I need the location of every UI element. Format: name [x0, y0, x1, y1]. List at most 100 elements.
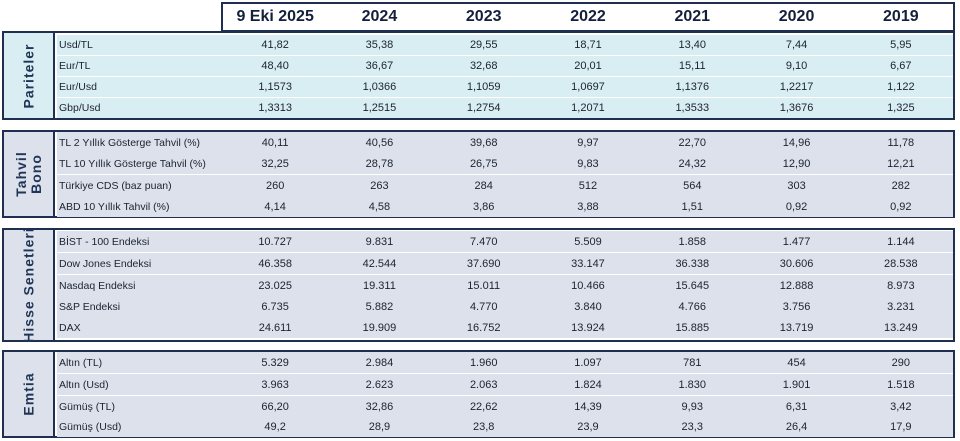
- value-cell: 10.466: [571, 279, 605, 292]
- value-cell: 6.735: [261, 300, 289, 313]
- section-label: Pariteler: [20, 42, 36, 109]
- header-cell: 2019: [883, 8, 919, 25]
- value-cell: 40,56: [365, 136, 394, 149]
- value-cell: 13.719: [779, 321, 814, 334]
- table-row: Usd/TL 41,82 35,38 29,55 18,71 13,40 7,44 5,95: [57, 35, 953, 55]
- value-cell: 1,325: [887, 102, 915, 114]
- value-cell: 29,55: [469, 39, 498, 51]
- value-cell: 7.470: [469, 235, 498, 248]
- header-cell: 9 Eki 2025: [236, 8, 314, 25]
- section-0: Pariteler Usd/TL 41,82 35,38 29,55 18,71 13,40…: [2, 31, 955, 120]
- row-label: TL 10 Yıllık Gösterge Tahvil (%): [59, 157, 206, 170]
- value-cell: 30.606: [779, 257, 814, 270]
- table-row: Gümüş (Usd) 49,2 28,9 23,8 23,9 23,3 26,4 17,9: [57, 416, 953, 437]
- value-cell: 23,9: [577, 420, 599, 433]
- value-cell: 26,4: [785, 420, 808, 433]
- value-cell: 8.973: [887, 279, 915, 292]
- value-cell: 1.144: [887, 235, 915, 248]
- section-label-line: Bono: [27, 154, 44, 194]
- value-cell: 22,62: [469, 400, 498, 413]
- value-cell: 1,2071: [571, 102, 605, 114]
- table-row: BİST - 100 Endeksi 10.727 9.831 7.470 5.509 1…: [57, 231, 953, 252]
- value-cell: 3.840: [574, 300, 602, 313]
- value-cell: 3,42: [890, 400, 912, 413]
- table-row: S&P Endeksi 6.735 5.882 4.770 3.840 4.766 3.75…: [57, 296, 953, 317]
- value-cell: 1.477: [782, 235, 811, 248]
- value-cell: 5.509: [574, 235, 602, 248]
- value-cell: 1.097: [574, 356, 602, 369]
- year-header: 9 Eki 2025 2024 2023 2022 2021 2020 2019: [221, 2, 955, 32]
- section-label-box: Pariteler: [2, 31, 55, 120]
- value-cell: 1,2754: [466, 102, 501, 114]
- table-row: DAX 24.611 19.909 16.752 13.924 15.885 13.719 1…: [57, 317, 953, 338]
- row-label: Gümüş (Usd): [59, 420, 122, 433]
- row-label: TL 2 Yıllık Gösterge Tahvil (%): [59, 136, 201, 149]
- value-cell: 2.063: [469, 378, 498, 391]
- value-cell: 9,83: [577, 157, 599, 170]
- value-cell: 28.538: [884, 257, 918, 270]
- value-cell: 14,96: [782, 136, 811, 149]
- table-row: Nasdaq Endeksi 23.025 19.311 15.011 10.466 15…: [57, 275, 953, 296]
- value-cell: 3.756: [782, 300, 811, 313]
- value-cell: 19.311: [363, 279, 396, 292]
- table-row: Türkiye CDS (baz puan) 260 263 284 512 564 303…: [57, 175, 953, 196]
- section-label-box: Tahvil Bono: [2, 130, 55, 218]
- value-cell: 42.544: [362, 257, 397, 270]
- header-cell: 2020: [778, 8, 815, 25]
- value-cell: 19.909: [362, 321, 397, 334]
- section-label-line: Pariteler: [20, 42, 36, 109]
- table-row: Dow Jones Endeksi 46.358 42.544 37.690 33.14…: [57, 253, 953, 274]
- value-cell: 1,122: [887, 81, 915, 93]
- value-cell: 5,95: [890, 39, 912, 51]
- value-cell: 3.963: [261, 378, 289, 391]
- value-cell: 12.888: [779, 279, 814, 292]
- value-cell: 5.329: [261, 356, 289, 369]
- value-cell: 263: [370, 179, 389, 192]
- value-cell: 512: [578, 179, 598, 192]
- section-label-box: Hisse Senetleri: [2, 227, 55, 343]
- table-row: ABD 10 Yıllık Tahvil (%) 4,14 4,58 3,86 3,88…: [57, 196, 953, 217]
- table-row: Altın (TL) 5.329 2.984 1.960 1.097 781 454 290: [57, 352, 953, 373]
- value-cell: 1,2217: [779, 81, 814, 93]
- value-cell: 2.623: [365, 378, 394, 391]
- value-cell: 6,67: [890, 60, 912, 72]
- value-cell: 3,88: [577, 200, 599, 213]
- row-label: Altın (TL): [59, 356, 103, 369]
- value-cell: 49,2: [264, 420, 286, 433]
- value-cell: 40,11: [261, 136, 289, 149]
- row-label: Gbp/Usd: [59, 102, 101, 114]
- value-cell: 17,9: [890, 420, 912, 433]
- value-cell: 7,44: [785, 39, 808, 51]
- section-1: Tahvil Bono TL 2 Yıllık Gösterge Tahvil (%…: [2, 130, 955, 218]
- row-label: BİST - 100 Endeksi: [59, 235, 150, 248]
- value-cell: 4,14: [264, 200, 286, 213]
- value-cell: 28,9: [368, 420, 391, 433]
- value-cell: 290: [891, 356, 910, 369]
- row-label: Usd/TL: [59, 39, 93, 51]
- value-cell: 0,92: [785, 200, 808, 213]
- value-cell: 1,51: [681, 200, 703, 213]
- value-cell: 1,3676: [779, 102, 814, 114]
- value-cell: 1,1059: [466, 81, 501, 93]
- value-cell: 1,0366: [362, 81, 397, 93]
- value-cell: 1,0697: [571, 81, 605, 93]
- value-cell: 3,86: [472, 200, 495, 213]
- value-cell: 37.690: [466, 257, 501, 270]
- value-cell: 24.611: [258, 321, 292, 334]
- value-cell: 781: [683, 356, 702, 369]
- value-cell: 9.831: [365, 235, 394, 248]
- section-label: Hisse Senetleri: [20, 227, 36, 342]
- value-cell: 48,40: [261, 60, 289, 72]
- value-cell: 1.960: [469, 356, 498, 369]
- value-cell: 11,78: [887, 136, 915, 149]
- value-cell: 32,86: [365, 400, 394, 413]
- row-label: Gümüş (TL): [59, 400, 116, 413]
- value-cell: 23,8: [472, 420, 495, 433]
- value-cell: 4.770: [469, 300, 498, 313]
- row-label: Altın (Usd): [59, 378, 109, 391]
- header-cell: 2022: [570, 8, 606, 25]
- value-cell: 282: [891, 179, 910, 192]
- value-cell: 15.645: [675, 279, 710, 292]
- value-cell: 12,90: [782, 157, 811, 170]
- section-label-line: Emtia: [20, 372, 36, 416]
